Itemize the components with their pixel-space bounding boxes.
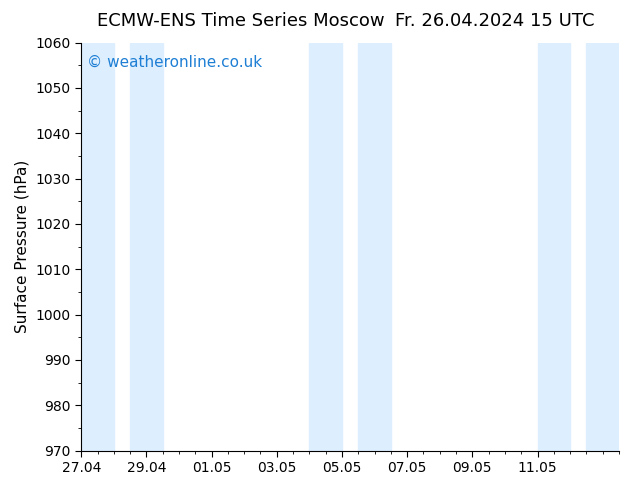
Text: © weatheronline.co.uk: © weatheronline.co.uk bbox=[87, 55, 262, 70]
Bar bbox=[309, 43, 342, 451]
Text: Fr. 26.04.2024 15 UTC: Fr. 26.04.2024 15 UTC bbox=[395, 12, 594, 30]
Bar bbox=[586, 43, 619, 451]
Text: ECMW-ENS Time Series Moscow: ECMW-ENS Time Series Moscow bbox=[97, 12, 385, 30]
Y-axis label: Surface Pressure (hPa): Surface Pressure (hPa) bbox=[15, 160, 30, 333]
Bar bbox=[130, 43, 163, 451]
Bar bbox=[81, 43, 114, 451]
Bar bbox=[358, 43, 391, 451]
Bar bbox=[538, 43, 570, 451]
